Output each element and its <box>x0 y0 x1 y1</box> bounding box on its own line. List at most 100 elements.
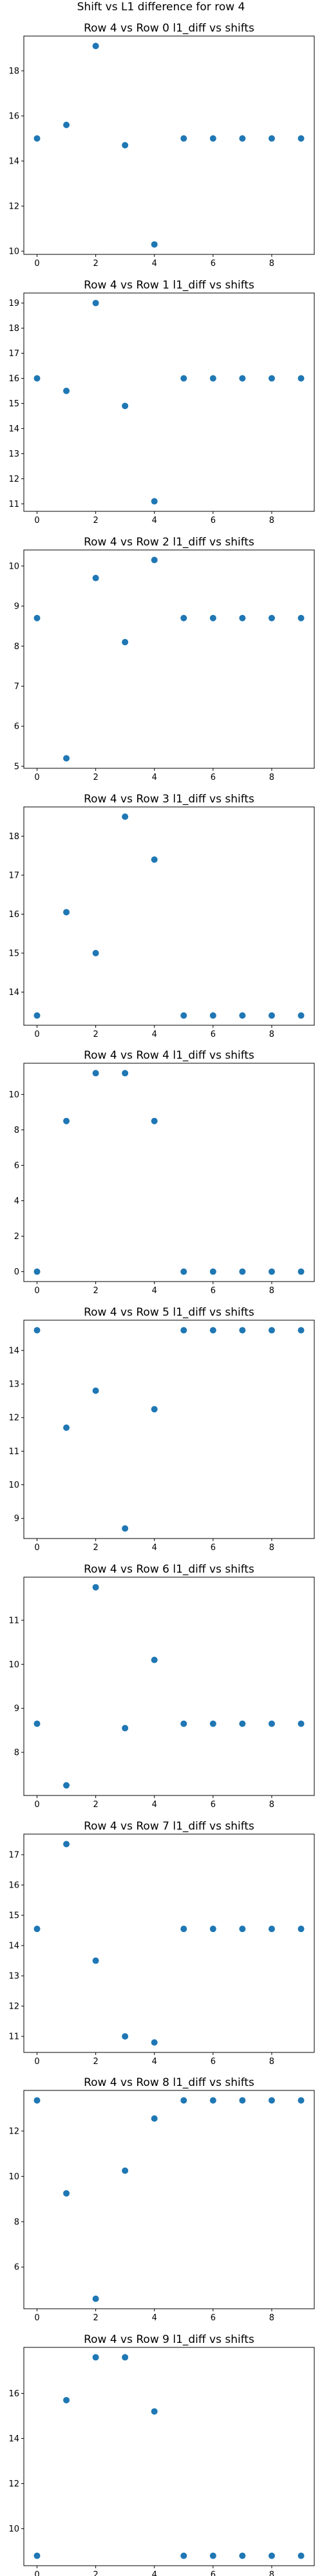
y-tick-label: 11 <box>8 2032 19 2042</box>
x-tick-label: 4 <box>152 1030 157 1039</box>
y-tick-label: 16 <box>8 374 19 384</box>
y-tick-label: 11 <box>8 1447 19 1457</box>
data-point <box>151 1117 158 1124</box>
data-point <box>122 402 129 410</box>
data-point <box>209 1327 216 1334</box>
data-point <box>209 135 216 142</box>
data-point <box>239 2097 246 2104</box>
y-tick-label: 6 <box>14 722 19 732</box>
x-tick-label: 2 <box>93 1800 98 1810</box>
subplot-9: Row 4 vs Row 9 l1_diff vs shifts 0 2 4 6 8 10 1… <box>8 2333 315 2576</box>
data-point <box>239 135 246 142</box>
data-point <box>92 1387 99 1394</box>
data-point <box>209 614 216 621</box>
x-tick-label: 8 <box>269 2057 274 2067</box>
y-tick-label: 17 <box>8 871 19 880</box>
data-point <box>122 2167 129 2174</box>
y-tick-label: 18 <box>8 66 19 76</box>
data-point <box>63 387 70 394</box>
y-tick-label: 10 <box>8 1090 19 1100</box>
y-tick-label: 16 <box>8 1880 19 1890</box>
y-tick-label: 12 <box>8 2002 19 2012</box>
x-tick-label: 4 <box>152 1286 157 1296</box>
y-tick-label: 10 <box>8 247 19 257</box>
x-tick-label: 8 <box>269 259 274 269</box>
axes-frame <box>23 1063 315 1282</box>
data-point <box>180 1926 187 1933</box>
x-tick-label: 8 <box>269 773 274 782</box>
x-tick-label: 6 <box>211 2057 216 2067</box>
data-point <box>33 1926 41 1933</box>
data-point <box>122 1725 129 1732</box>
data-point <box>268 2097 275 2104</box>
data-point <box>298 614 305 621</box>
subplot-4: Row 4 vs Row 4 l1_diff vs shifts 0 2 4 6 8 0 2 4… <box>8 1049 315 1296</box>
y-tick-label: 17 <box>8 1850 19 1860</box>
x-tick-label: 4 <box>152 2570 157 2576</box>
data-point <box>151 856 158 863</box>
data-point <box>151 1656 158 1663</box>
data-point <box>268 135 275 142</box>
data-point <box>239 1926 246 1933</box>
x-tick-label: 2 <box>93 1286 98 1296</box>
data-point <box>268 375 275 382</box>
data-point <box>122 2354 129 2361</box>
y-tick-label: 16 <box>8 111 19 121</box>
data-point <box>92 950 99 957</box>
data-point <box>209 1720 216 1727</box>
data-point <box>180 1012 187 1019</box>
x-tick-label: 2 <box>93 2313 98 2323</box>
y-tick-label: 5 <box>14 762 19 772</box>
subplot-title: Row 4 vs Row 2 l1_diff vs shifts <box>84 536 254 549</box>
y-tick-label: 12 <box>8 2127 19 2137</box>
x-tick-label: 8 <box>269 1286 274 1296</box>
x-tick-label: 0 <box>34 1543 39 1553</box>
x-tick-label: 4 <box>152 773 157 782</box>
axes-frame <box>23 1320 315 1539</box>
x-tick-label: 4 <box>152 2313 157 2323</box>
x-tick-label: 6 <box>211 1543 216 1553</box>
x-tick-label: 6 <box>211 773 216 782</box>
data-point <box>33 375 41 382</box>
y-tick-label: 10 <box>8 1660 19 1670</box>
data-point <box>63 755 70 762</box>
x-tick-label: 2 <box>93 1543 98 1553</box>
axes-frame <box>23 2347 315 2566</box>
data-point <box>151 1406 158 1413</box>
x-tick-label: 6 <box>211 2570 216 2576</box>
data-point <box>151 2408 158 2415</box>
data-point <box>239 375 246 382</box>
y-tick-label: 11 <box>8 500 19 509</box>
x-tick-label: 2 <box>93 773 98 782</box>
data-point <box>151 2115 158 2122</box>
y-tick-label: 6 <box>14 1161 19 1171</box>
y-tick-label: 10 <box>8 1481 19 1490</box>
axes-frame <box>23 1577 315 1796</box>
data-point <box>239 1720 246 1727</box>
data-point <box>298 1268 305 1275</box>
x-tick-label: 8 <box>269 2313 274 2323</box>
data-point <box>92 2295 99 2302</box>
x-tick-label: 4 <box>152 259 157 269</box>
y-tick-label: 14 <box>8 157 19 167</box>
y-tick-label: 14 <box>8 988 19 998</box>
subplot-3: Row 4 vs Row 3 l1_diff vs shifts 0 2 4 6 8 14 1… <box>8 793 315 1039</box>
y-tick-label: 14 <box>8 1942 19 1951</box>
data-point <box>180 614 187 621</box>
data-point <box>239 1268 246 1275</box>
data-point <box>268 614 275 621</box>
subplot-title: Row 4 vs Row 0 l1_diff vs shifts <box>84 22 254 35</box>
x-tick-label: 0 <box>34 516 39 526</box>
y-tick-label: 8 <box>14 1748 19 1758</box>
y-tick-label: 0 <box>14 1267 19 1277</box>
subplot-title: Row 4 vs Row 9 l1_diff vs shifts <box>84 2333 254 2346</box>
data-point <box>298 1327 305 1334</box>
y-tick-label: 14 <box>8 1346 19 1356</box>
data-point <box>268 1327 275 1334</box>
data-point <box>33 1720 41 1727</box>
data-point <box>268 1012 275 1019</box>
data-point <box>33 2552 41 2559</box>
y-tick-label: 2 <box>14 1232 19 1242</box>
y-tick-label: 8 <box>14 2217 19 2227</box>
